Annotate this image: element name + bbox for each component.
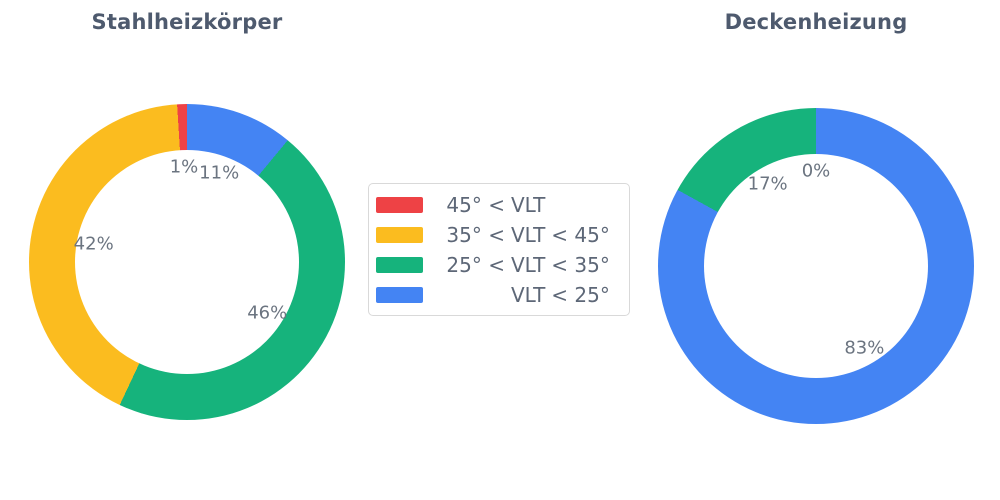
chart-legend: 45° < VLT 35° < VLT < 45° 25° < VLT < 35… — [368, 183, 630, 316]
slice-percent-label: 11% — [199, 162, 240, 184]
legend-swatch-yellow-icon — [376, 226, 423, 243]
legend-label-part: 45° < — [446, 192, 505, 217]
legend-label-part: < 45° — [551, 222, 610, 247]
slice-percent-label: 42% — [73, 233, 114, 255]
legend-label-part: VLT — [511, 192, 546, 217]
slice-percent-label: 1% — [169, 156, 199, 178]
slice-percent-label: 83% — [844, 337, 885, 359]
donut-chart-stahlheizkoerper: 11% 46% 42% 1% — [29, 104, 345, 420]
legend-label-part: 25° < — [446, 252, 505, 277]
donut-hole — [75, 150, 299, 374]
legend-label-part: < 35° — [551, 252, 610, 277]
legend-item-45-lt-vlt[interactable]: 45° < VLT — [376, 190, 629, 220]
legend-label-part: VLT — [511, 222, 546, 247]
chart-title-stahlheizkoerper: Stahlheizkörper — [91, 10, 283, 34]
legend-item-25-vlt-35[interactable]: 25° < VLT < 35° — [376, 250, 629, 280]
legend-label-part: 35° < — [446, 222, 505, 247]
chart-title-deckenheizung: Deckenheizung — [724, 10, 908, 34]
donut-hole — [704, 154, 928, 378]
slice-percent-label: 17% — [747, 173, 788, 195]
legend-label-part: < 25° — [551, 282, 610, 307]
legend-label-part: VLT — [511, 282, 546, 307]
legend-item-35-vlt-45[interactable]: 35° < VLT < 45° — [376, 220, 629, 250]
legend-swatch-red-icon — [376, 196, 423, 213]
slice-percent-label: 0% — [801, 160, 831, 182]
legend-swatch-blue-icon — [376, 286, 423, 303]
legend-label-part: VLT — [511, 252, 546, 277]
slice-percent-label: 46% — [247, 302, 288, 324]
legend-swatch-green-icon — [376, 256, 423, 273]
legend-item-vlt-lt-25[interactable]: VLT < 25° — [376, 280, 629, 310]
donut-chart-deckenheizung: 83% 17% 0% — [658, 108, 974, 424]
